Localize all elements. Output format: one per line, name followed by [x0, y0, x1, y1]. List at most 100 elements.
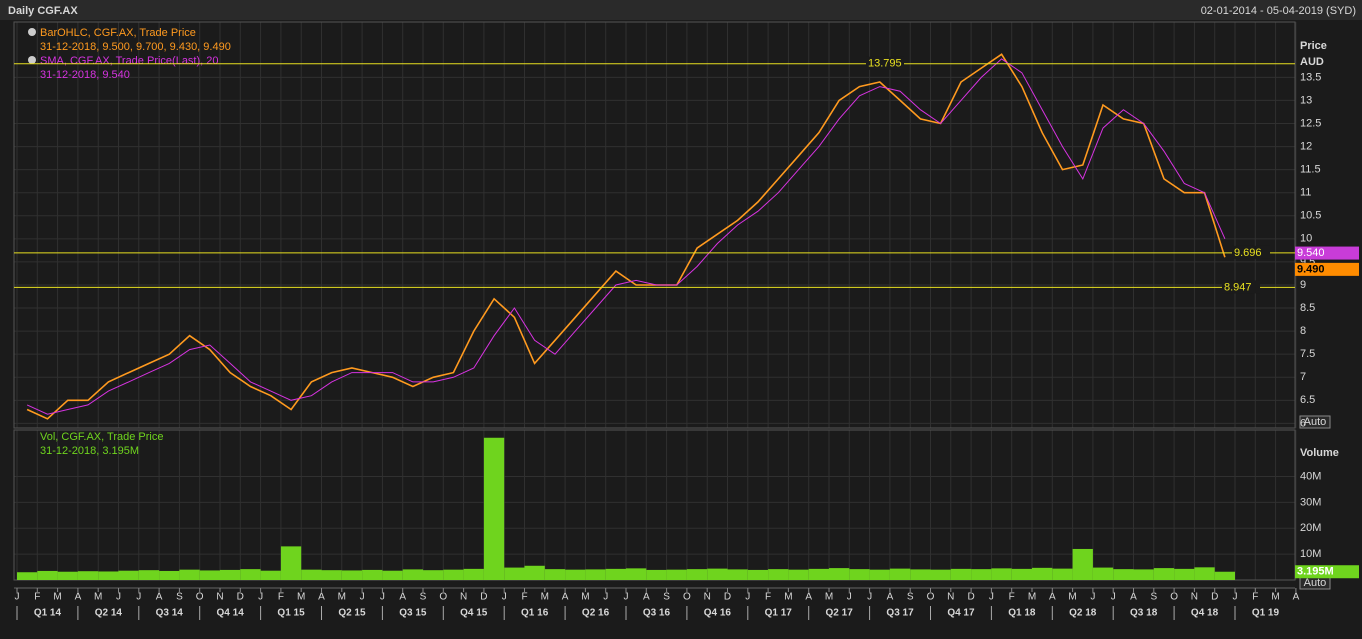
x-tick-label: O	[196, 592, 204, 603]
volume-bar	[1011, 568, 1032, 580]
y-tick-label: 8.5	[1300, 302, 1315, 314]
volume-bar	[443, 569, 464, 580]
x-tick-label: A	[805, 592, 812, 603]
quarter-label: Q1 16	[521, 608, 549, 619]
legend-icon[interactable]	[28, 28, 36, 36]
y-tick-label: 9	[1300, 279, 1306, 291]
x-tick-label: J	[380, 592, 385, 603]
chart-title: Daily CGF.AX	[8, 5, 78, 17]
volume-bar	[1194, 567, 1215, 580]
x-tick-label: D	[237, 592, 244, 603]
x-tick-label: M	[784, 592, 792, 603]
x-tick-label: A	[643, 592, 650, 603]
x-tick-label: N	[704, 592, 711, 603]
x-tick-label: O	[1170, 592, 1178, 603]
auto-button[interactable]	[1299, 415, 1331, 429]
legend-text: Vol, CGF.AX, Trade Price	[40, 431, 164, 443]
volume-bar	[483, 437, 505, 580]
price-panel	[13, 21, 1296, 429]
x-tick-label: J	[116, 592, 121, 603]
legend-icon[interactable]	[28, 56, 36, 64]
volume-bar	[1153, 568, 1175, 580]
x-tick-label: A	[399, 592, 406, 603]
volume-bar	[301, 569, 322, 580]
price-line	[26, 53, 1226, 420]
reference-label-bg	[1222, 280, 1260, 294]
x-tick-label: O	[439, 592, 447, 603]
volume-bar	[260, 570, 281, 580]
volume-bar	[1032, 567, 1053, 580]
last-value-label: 9.540	[1297, 247, 1325, 259]
x-tick-label: A	[1130, 592, 1137, 603]
x-tick-label: M	[338, 592, 346, 603]
x-tick-label: M	[297, 592, 305, 603]
volume-bar	[402, 569, 423, 580]
x-tick-label: A	[887, 592, 894, 603]
x-tick-label: F	[765, 592, 771, 603]
last-value-label: 3.195M	[1297, 566, 1334, 578]
volume-bar	[991, 568, 1012, 580]
x-tick-label: N	[947, 592, 954, 603]
auto-button-label[interactable]: Auto	[1304, 577, 1327, 589]
legend-text: SMA, CGF.AX, Trade Price(Last), 20	[40, 55, 219, 67]
y-tick-label: 11.5	[1300, 164, 1321, 176]
x-tick-label: M	[94, 592, 102, 603]
quarter-label: Q4 14	[217, 608, 245, 619]
quarter-label: Q4 18	[1191, 608, 1219, 619]
legend-text: 31-12-2018, 9.540	[40, 69, 130, 81]
reference-label: 9.696	[1234, 247, 1262, 259]
x-tick-label: N	[460, 592, 467, 603]
volume-bar	[707, 568, 728, 580]
y-tick-label: 7	[1300, 371, 1306, 383]
auto-button-label[interactable]: Auto	[1304, 416, 1327, 428]
x-tick-label: J	[502, 592, 507, 603]
quarter-label: Q3 18	[1130, 608, 1158, 619]
price-axis-title: Price	[1300, 40, 1327, 52]
x-tick-label: D	[967, 592, 974, 603]
x-tick-label: S	[1150, 592, 1157, 603]
x-tick-label: D	[1211, 592, 1218, 603]
y-tick-label: 30M	[1300, 496, 1321, 508]
x-tick-label: J	[624, 592, 629, 603]
x-tick-label: M	[825, 592, 833, 603]
volume-bar	[37, 570, 58, 580]
reference-label-bg	[1232, 245, 1270, 259]
volume-bar	[179, 569, 200, 580]
volume-bar	[727, 569, 748, 580]
quarter-label: Q1 14	[34, 608, 62, 619]
volume-bar	[240, 569, 261, 580]
price-line	[26, 58, 1226, 415]
x-tick-label: J	[360, 592, 365, 603]
quarter-label: Q1 19	[1252, 608, 1280, 619]
x-tick-label: M	[581, 592, 589, 603]
volume-bar	[1133, 569, 1154, 580]
quarter-label: Q3 15	[399, 608, 427, 619]
y-tick-label: 13.5	[1300, 71, 1321, 83]
volume-bar	[788, 569, 809, 580]
x-tick-label: J	[867, 592, 872, 603]
y-tick-label: 6.5	[1300, 394, 1315, 406]
x-tick-label: M	[541, 592, 549, 603]
quarter-label: Q4 15	[460, 608, 488, 619]
y-tick-label: 12	[1300, 140, 1312, 152]
volume-bar	[362, 569, 383, 580]
x-tick-label: S	[663, 592, 670, 603]
price-axis-unit: AUD	[1300, 56, 1324, 68]
y-tick-label: 10.5	[1300, 210, 1321, 222]
volume-bar	[869, 569, 890, 580]
x-tick-label: M	[1068, 592, 1076, 603]
x-tick-label: J	[1233, 592, 1238, 603]
volume-bar	[768, 569, 789, 580]
x-tick-label: M	[1028, 592, 1036, 603]
x-tick-label: J	[136, 592, 141, 603]
quarter-label: Q4 17	[947, 608, 975, 619]
y-tick-label: 40M	[1300, 470, 1321, 482]
x-tick-label: M	[1271, 592, 1279, 603]
volume-bar	[626, 568, 647, 580]
x-tick-label: J	[847, 592, 852, 603]
y-tick-label: 11	[1300, 187, 1311, 199]
x-tick-label: J	[745, 592, 750, 603]
legend-text: 31-12-2018, 3.195M	[40, 445, 139, 457]
x-tick-label: D	[480, 592, 487, 603]
